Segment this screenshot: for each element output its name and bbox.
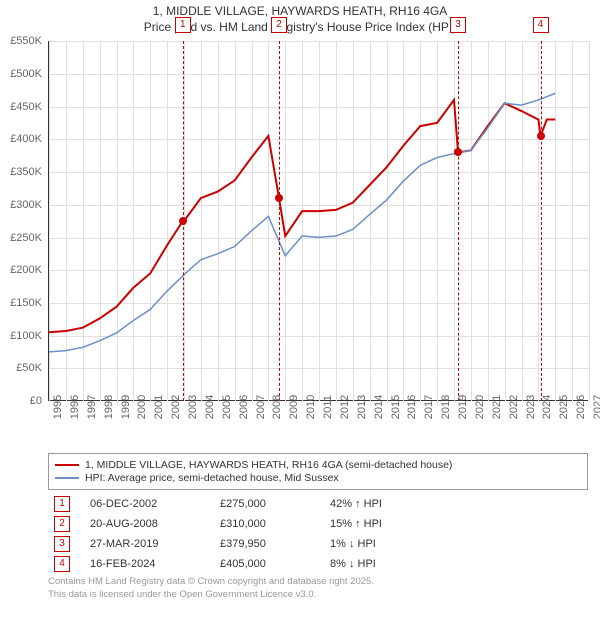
x-tick-label: 2006 — [238, 395, 250, 419]
x-tick-label: 2012 — [339, 395, 351, 419]
x-tick-label: 2020 — [474, 395, 486, 419]
x-tick-label: 2026 — [575, 395, 587, 419]
marker-label-1: 1 — [175, 17, 191, 33]
x-tick-label: 2016 — [406, 395, 418, 419]
plot-area: 1234 — [48, 41, 588, 401]
x-tick-label: 1997 — [86, 395, 98, 419]
legend-swatch — [55, 464, 79, 466]
transaction-date: 16-FEB-2024 — [90, 558, 220, 570]
transaction-marker: 3 — [54, 536, 70, 552]
legend-item: HPI: Average price, semi-detached house,… — [55, 472, 581, 484]
x-tick-label: 2019 — [457, 395, 469, 419]
y-tick-label: £200K — [0, 264, 42, 276]
marker-dot-4 — [537, 132, 545, 140]
x-tick-label: 2014 — [373, 395, 385, 419]
x-tick-label: 2001 — [153, 395, 165, 419]
chart-container: 1, MIDDLE VILLAGE, HAYWARDS HEATH, RH16 … — [0, 0, 600, 620]
series-hpi — [49, 94, 555, 353]
transaction-delta: 8% ↓ HPI — [330, 558, 450, 570]
footer-line-1: Contains HM Land Registry data © Crown c… — [48, 576, 600, 588]
y-tick-label: £50K — [0, 362, 42, 374]
marker-line-4 — [541, 41, 542, 401]
legend-item: 1, MIDDLE VILLAGE, HAYWARDS HEATH, RH16 … — [55, 459, 581, 471]
x-tick-label: 2004 — [204, 395, 216, 419]
legend-label: HPI: Average price, semi-detached house,… — [85, 472, 339, 484]
transaction-price: £275,000 — [220, 498, 330, 510]
transaction-price: £379,950 — [220, 538, 330, 550]
x-tick-label: 2008 — [271, 395, 283, 419]
x-tick-label: 2011 — [322, 395, 334, 419]
x-tick-label: 2015 — [390, 395, 402, 419]
x-tick-label: 1995 — [52, 395, 64, 419]
transaction-delta: 42% ↑ HPI — [330, 498, 450, 510]
transaction-marker: 4 — [54, 556, 70, 572]
x-tick-label: 1998 — [103, 395, 115, 419]
x-tick-label: 2025 — [558, 395, 570, 419]
y-tick-label: £350K — [0, 166, 42, 178]
marker-line-3 — [458, 41, 459, 401]
y-tick-label: £100K — [0, 330, 42, 342]
x-tick-label: 2000 — [136, 395, 148, 419]
x-tick-label: 2023 — [525, 395, 537, 419]
x-tick-label: 2002 — [170, 395, 182, 419]
x-tick-label: 2003 — [187, 395, 199, 419]
chart-area: £0£50K£100K£150K£200K£250K£300K£350K£400… — [48, 41, 588, 401]
transaction-row: 2 20-AUG-2008£310,00015% ↑ HPI — [48, 516, 588, 532]
y-tick-label: £300K — [0, 199, 42, 211]
x-tick-label: 1999 — [120, 395, 132, 419]
transaction-delta: 15% ↑ HPI — [330, 518, 450, 530]
legend: 1, MIDDLE VILLAGE, HAYWARDS HEATH, RH16 … — [48, 453, 588, 490]
gridline-v — [589, 41, 590, 401]
y-tick-label: £400K — [0, 133, 42, 145]
y-tick-label: £500K — [0, 68, 42, 80]
transaction-delta: 1% ↓ HPI — [330, 538, 450, 550]
x-tick-label: 2024 — [541, 395, 553, 419]
title-line-2: Price paid vs. HM Land Registry's House … — [0, 20, 600, 36]
marker-label-3: 3 — [450, 17, 466, 33]
y-tick-label: £250K — [0, 232, 42, 244]
title-line-1: 1, MIDDLE VILLAGE, HAYWARDS HEATH, RH16 … — [0, 4, 600, 20]
x-tick-label: 2005 — [221, 395, 233, 419]
legend-label: 1, MIDDLE VILLAGE, HAYWARDS HEATH, RH16 … — [85, 459, 452, 471]
footer-line-2: This data is licensed under the Open Gov… — [48, 589, 600, 601]
x-tick-label: 2007 — [255, 395, 267, 419]
y-tick-label: £150K — [0, 297, 42, 309]
x-tick-label: 2027 — [592, 395, 600, 419]
marker-dot-1 — [179, 217, 187, 225]
transaction-row: 4 16-FEB-2024£405,0008% ↓ HPI — [48, 556, 588, 572]
transactions-table: 1 06-DEC-2002£275,00042% ↑ HPI 2 20-AUG-200… — [48, 496, 588, 572]
line-series — [49, 41, 589, 401]
transaction-price: £405,000 — [220, 558, 330, 570]
y-tick-label: £450K — [0, 101, 42, 113]
title-block: 1, MIDDLE VILLAGE, HAYWARDS HEATH, RH16 … — [0, 0, 600, 35]
x-tick-label: 2017 — [423, 395, 435, 419]
y-tick-label: £550K — [0, 35, 42, 47]
transaction-marker: 2 — [54, 516, 70, 532]
x-tick-label: 2013 — [356, 395, 368, 419]
x-tick-label: 2009 — [288, 395, 300, 419]
marker-dot-2 — [275, 194, 283, 202]
x-tick-label: 2010 — [305, 395, 317, 419]
transaction-row: 1 06-DEC-2002£275,00042% ↑ HPI — [48, 496, 588, 512]
x-tick-label: 2022 — [508, 395, 520, 419]
transaction-date: 06-DEC-2002 — [90, 498, 220, 510]
y-tick-label: £0 — [0, 395, 42, 407]
footer-note: Contains HM Land Registry data © Crown c… — [48, 576, 600, 601]
transaction-date: 20-AUG-2008 — [90, 518, 220, 530]
marker-line-2 — [279, 41, 280, 401]
x-tick-label: 2021 — [491, 395, 503, 419]
x-tick-label: 2018 — [440, 395, 452, 419]
transaction-price: £310,000 — [220, 518, 330, 530]
transaction-marker: 1 — [54, 496, 70, 512]
marker-label-2: 2 — [271, 17, 287, 33]
series-property — [49, 100, 555, 332]
marker-dot-3 — [454, 148, 462, 156]
x-tick-label: 1996 — [69, 395, 81, 419]
marker-label-4: 4 — [533, 17, 549, 33]
legend-swatch — [55, 477, 79, 479]
transaction-date: 27-MAR-2019 — [90, 538, 220, 550]
transaction-row: 3 27-MAR-2019£379,9501% ↓ HPI — [48, 536, 588, 552]
